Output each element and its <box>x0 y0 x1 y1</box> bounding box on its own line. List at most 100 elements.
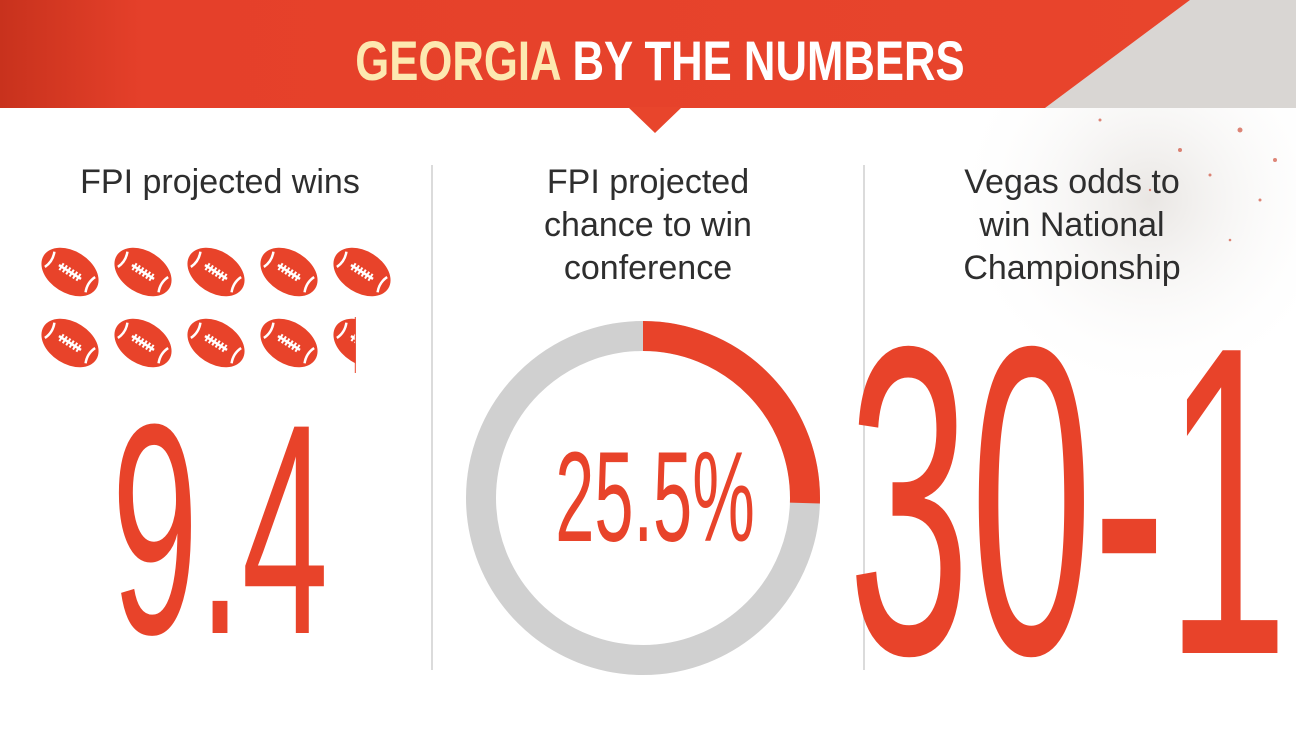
lace-stitch <box>131 333 138 342</box>
football-body <box>114 318 172 368</box>
lace-stitch <box>284 338 291 346</box>
panel-label: win National <box>978 206 1164 244</box>
tip-stripe <box>84 347 96 364</box>
lace-stitch <box>131 262 138 271</box>
lace-stitch <box>214 269 221 277</box>
tip-stripe <box>230 347 242 364</box>
panel-label: Championship <box>963 249 1180 287</box>
football <box>114 247 172 297</box>
lace <box>131 335 155 351</box>
football <box>187 247 245 297</box>
lace-stitch <box>221 273 228 282</box>
wins-value: 9.4 <box>112 362 329 697</box>
lace-stitch <box>207 264 214 273</box>
football <box>333 317 356 373</box>
tip-stripe <box>117 251 129 268</box>
lace-stitch <box>61 335 68 344</box>
lace-stitch <box>207 335 214 344</box>
header-rest: BY THE NUMBERS <box>572 30 964 92</box>
lace <box>277 264 301 280</box>
lace <box>204 335 228 351</box>
lace-stitch <box>61 264 68 273</box>
lace <box>204 264 228 280</box>
football <box>333 247 391 297</box>
lace-stitch <box>357 267 364 275</box>
lace <box>350 335 356 351</box>
lace-stitch <box>65 267 72 275</box>
lace <box>58 335 82 351</box>
tip-stripe <box>84 276 96 293</box>
tip-stripe <box>117 322 129 339</box>
lace-stitch <box>204 262 211 271</box>
lace-stitch <box>277 333 284 342</box>
lace-stitch <box>65 338 72 346</box>
lace-stitch <box>294 344 301 353</box>
lace-stitch <box>221 344 228 353</box>
lace-stitch <box>291 271 298 280</box>
tip-stripe <box>303 347 315 364</box>
speckles <box>1098 118 1277 242</box>
lace-stitch <box>145 271 152 280</box>
lace-stitch <box>72 271 79 280</box>
tip-stripe <box>336 322 348 339</box>
football-body <box>333 247 391 297</box>
football <box>41 247 99 297</box>
football-shape <box>333 318 356 368</box>
lace-stitch <box>68 340 75 348</box>
football-body <box>260 318 318 368</box>
football-body <box>187 247 245 297</box>
football <box>260 318 318 368</box>
tip-stripe <box>230 276 242 293</box>
lace <box>277 335 301 351</box>
lace-stitch <box>134 335 141 344</box>
lace-stitch <box>141 269 148 277</box>
lace-stitch <box>218 271 225 280</box>
lace <box>58 264 82 280</box>
football-body <box>187 318 245 368</box>
lace-stitch <box>58 333 65 342</box>
tip-stripe <box>303 276 315 293</box>
lace-stitch <box>360 269 367 277</box>
lace-stitch <box>367 273 374 282</box>
header-title: GEORGIA BY THE NUMBERS <box>355 30 964 92</box>
football <box>187 318 245 368</box>
conference-value: 25.5% <box>555 425 755 569</box>
lace <box>350 264 374 280</box>
lace-stitch <box>294 273 301 282</box>
lace-stitch <box>211 267 218 275</box>
panel-label: FPI projected wins <box>80 163 360 201</box>
lace-stitch <box>364 271 371 280</box>
lace-stitch <box>353 264 360 273</box>
lace-stitch <box>287 340 294 348</box>
lace-stitch <box>291 342 298 351</box>
lace-stitch <box>204 333 211 342</box>
lace-stitch <box>148 344 155 353</box>
football <box>114 318 172 368</box>
header-team: GEORGIA <box>355 30 561 92</box>
lace-stitch <box>58 262 65 271</box>
tip-stripe <box>157 347 169 364</box>
lace-stitch <box>287 269 294 277</box>
football <box>260 247 318 297</box>
lace-stitch <box>134 264 141 273</box>
lace-stitch <box>280 335 287 344</box>
panel-label: conference <box>564 249 732 287</box>
panel-label: FPI projected <box>547 163 749 201</box>
header-corner <box>1045 0 1296 108</box>
lace-stitch <box>211 338 218 346</box>
lace-stitch <box>280 264 287 273</box>
lace-stitch <box>75 344 82 353</box>
lace-stitch <box>138 267 145 275</box>
lace <box>131 264 155 280</box>
header-band <box>0 0 1190 108</box>
lace-stitch <box>68 269 75 277</box>
header-pointer <box>628 107 682 133</box>
lace-stitch <box>145 342 152 351</box>
tip-stripe <box>190 251 202 268</box>
football-icons <box>41 247 391 373</box>
tip-stripe <box>157 276 169 293</box>
football-body <box>41 247 99 297</box>
lace-stitch <box>277 262 284 271</box>
lace-stitch <box>141 340 148 348</box>
